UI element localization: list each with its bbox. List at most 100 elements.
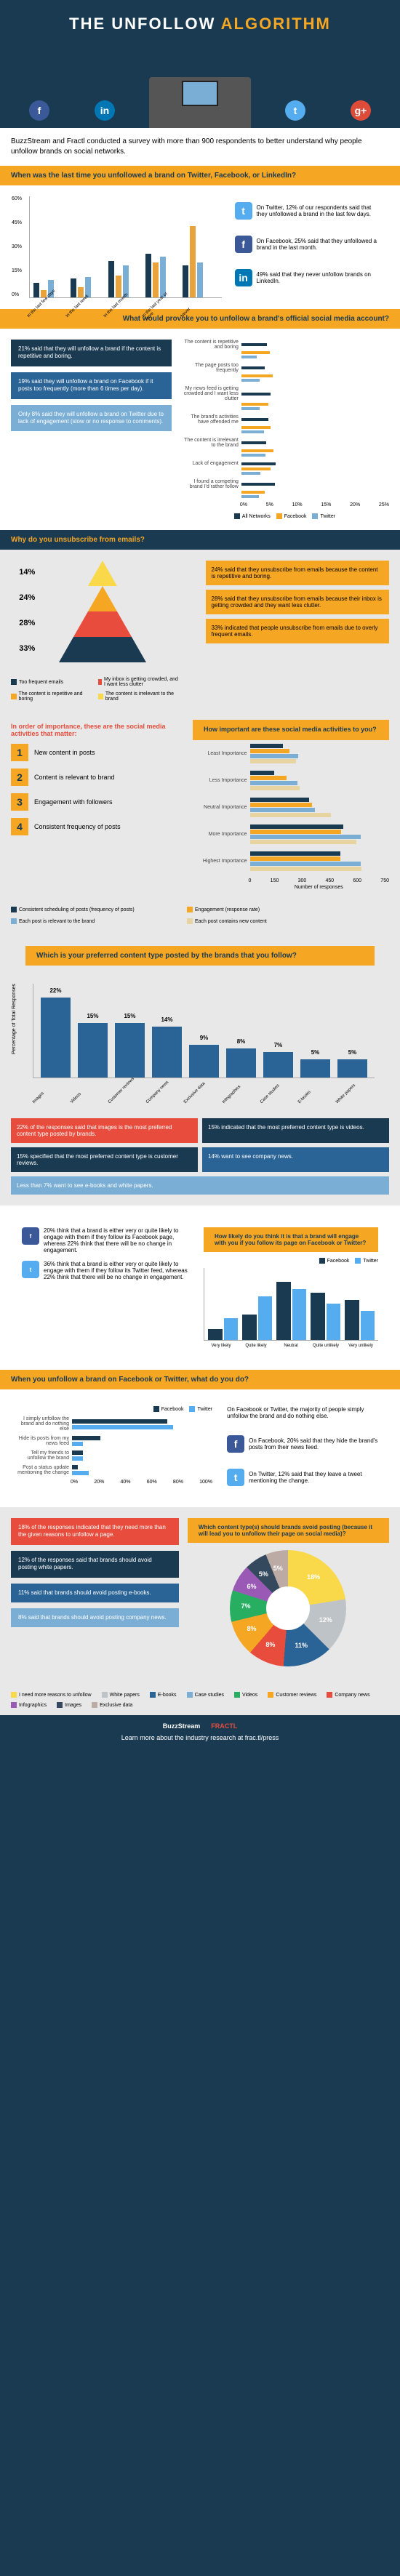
bar-pct-label: 7%: [263, 1042, 293, 1048]
hbar-label: Highest Importance: [189, 859, 247, 864]
rank-text: New content in posts: [34, 749, 95, 756]
social-icon: t: [235, 202, 252, 220]
hbar-row: Lack of engagement: [180, 461, 389, 466]
hbar-row: My news feed is getting crowded and I wa…: [180, 386, 389, 401]
rank-number: 1: [11, 744, 28, 761]
pie-pct-label: 6%: [247, 1583, 257, 1590]
bar-pct-label: 8%: [226, 1038, 256, 1045]
legend-item: Images: [57, 1702, 81, 1708]
vbar: 9%: [189, 1045, 219, 1078]
pie-pct-label: 11%: [295, 1642, 308, 1649]
bar-pct-label: 9%: [189, 1035, 219, 1041]
rank-text: Content is relevant to brand: [34, 774, 115, 781]
section8-legend: I need more reasons to unfollowWhite pap…: [0, 1685, 400, 1715]
bar-group: [208, 1318, 238, 1340]
fact-box: 8% said that brands should avoid posting…: [11, 1608, 179, 1627]
vbar: 14%: [152, 1027, 182, 1078]
callout-text: 49% said that they never unfollow brands…: [257, 271, 383, 284]
desk-icon: [149, 77, 251, 128]
hbar-label: Hide its posts from my news feed: [11, 1436, 69, 1446]
callout-item: Less than 7% want to see e-books and whi…: [11, 1176, 389, 1195]
section1-panel: 60%45%30%15%0% In the last few daysIn th…: [0, 185, 400, 309]
pie-pct-label: 8%: [265, 1641, 275, 1648]
footer-cta: Learn more about the industry research a…: [11, 1734, 389, 1741]
social-icon: f: [235, 236, 252, 253]
fact-box: 19% said they will unfollow a brand on F…: [11, 372, 172, 399]
header: THE UNFOLLOW ALGORITHM: [0, 0, 400, 41]
hbar-label: More Importance: [189, 832, 247, 837]
callout-item: in 49% said that they never unfollow bran…: [229, 263, 389, 292]
callout-item: tOn Twitter, 12% of our respondents said…: [229, 196, 389, 225]
fact-text: 20% think that a brand is either very or…: [44, 1227, 196, 1253]
section4-title-left: In order of importance, these are the so…: [11, 720, 185, 740]
section3-title: Why do you unsubscribe from emails?: [0, 530, 400, 550]
legend-item: Facebook: [319, 1258, 350, 1264]
x-axis-labels: Very likelyQuite likelyNeutralQuite unli…: [204, 1344, 378, 1348]
fact-item: f20% think that a brand is either very o…: [22, 1227, 196, 1253]
vbar: 5%: [300, 1059, 330, 1078]
hbar-row: The brand's activities have offended me: [180, 414, 389, 425]
section4-panel: 1New content in posts2Content is relevan…: [0, 740, 400, 901]
hbar-row: I found a competing brand I'd rather fol…: [180, 479, 389, 489]
section2-panel: 21% said that they will unfollow a brand…: [0, 329, 400, 530]
hbar-label: I found a competing brand I'd rather fol…: [180, 479, 239, 489]
linkedin-icon: in: [95, 100, 115, 121]
section7-panel: FacebookTwitter I simply unfollow the br…: [0, 1389, 400, 1507]
infographic-page: THE UNFOLLOW ALGORITHM f in t g+ BuzzStr…: [0, 0, 400, 1749]
section3-panel: 14%24%28%33% Too frequent emailsMy inbox…: [0, 550, 400, 713]
pie-pct-label: 18%: [307, 1573, 320, 1581]
section6-facts: f20% think that a brand is either very o…: [22, 1227, 196, 1348]
brand-buzzstream: BuzzStream: [163, 1722, 201, 1730]
y-axis-label: Percentage of Total Responses: [12, 984, 17, 1078]
section5-callouts: 22% of the responses said that images is…: [0, 1118, 400, 1205]
callout-item: 22% of the responses said that images is…: [11, 1118, 198, 1143]
legend-item: I need more reasons to unfollow: [11, 1692, 92, 1698]
hero-illustration: f in t g+: [0, 41, 400, 128]
hbar-row: Post a status update mentioning the chan…: [11, 1465, 212, 1475]
social-icon: in: [235, 269, 252, 286]
x-axis-labels: ImagesVideosCustomer reviewsCompany news…: [33, 1101, 375, 1105]
legend-item: Each post is relevant to the brand: [11, 918, 181, 924]
vbar: 7%: [263, 1052, 293, 1078]
hbar-label: Lack of engagement: [180, 461, 239, 466]
hbar-label: Tell my friends to unfollow the brand: [11, 1450, 69, 1461]
callout-item: 14% want to see company news.: [202, 1147, 389, 1172]
section6-panel: f20% think that a brand is either very o…: [0, 1205, 400, 1370]
x-axis-ticks: 0%20%40%60%80%100%: [11, 1480, 212, 1485]
section6-legend: FacebookTwitter: [204, 1258, 378, 1264]
hbar-row: The content is repetitive and boring: [180, 340, 389, 350]
legend-item: All Networks: [234, 513, 271, 519]
pyramid-pct-label: 28%: [19, 619, 35, 627]
bar-pct-label: 15%: [78, 1013, 108, 1019]
pie-center: [266, 1586, 310, 1630]
callout-text: On Facebook or Twitter, the majority of …: [227, 1406, 383, 1419]
section4-title-right: How important are these social media act…: [193, 720, 389, 740]
rank-text: Consistent frequency of posts: [34, 823, 121, 830]
legend-item: Too frequent emails: [11, 677, 94, 687]
hbar-label: The content is repetitive and boring: [180, 340, 239, 350]
hbar-row: The content is irrelevant to the brand: [180, 438, 389, 448]
title-part-a: THE UNFOLLOW: [69, 15, 215, 33]
bar-pct-label: 5%: [337, 1049, 367, 1056]
last-unfollow-bar-chart: 60%45%30%15%0% In the last few daysIn th…: [11, 196, 222, 298]
section2-legend: All NetworksFacebookTwitter: [180, 513, 389, 519]
hbar-label: Least Importance: [189, 751, 247, 756]
x-axis-labels: In the last few daysIn the last weekIn t…: [30, 314, 222, 323]
legend-item: Twitter: [312, 513, 335, 519]
bar-pct-label: 14%: [152, 1016, 182, 1023]
pie-pct-label: 5%: [273, 1565, 283, 1572]
legend-item: E-books: [150, 1692, 177, 1698]
vbar: 15%: [78, 1023, 108, 1078]
callout-item: 28% said that they unsubscribe from emai…: [206, 590, 390, 614]
pyramid-pct-label: 24%: [19, 593, 35, 602]
bar-pct-label: 5%: [300, 1049, 330, 1056]
callout-text: On Facebook, 25% said that they unfollow…: [257, 238, 383, 251]
bar-group: [345, 1300, 375, 1340]
unfollow-action-chart: FacebookTwitter I simply unfollow the br…: [11, 1400, 212, 1496]
rank-number: 4: [11, 818, 28, 835]
vbar: 15%: [115, 1023, 145, 1078]
social-icon: f: [227, 1435, 244, 1453]
section7-legend: FacebookTwitter: [11, 1406, 212, 1412]
monitor-icon: [182, 81, 218, 106]
facebook-icon: f: [29, 100, 49, 121]
